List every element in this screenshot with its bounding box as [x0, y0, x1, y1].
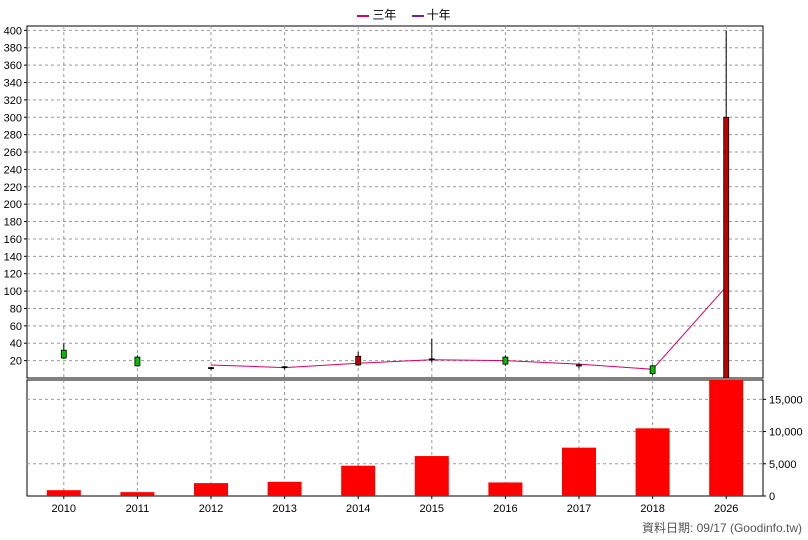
volume-bar	[414, 456, 449, 496]
legend-item-3y: 三年	[357, 6, 396, 23]
x-tick-label: 2018	[640, 503, 664, 515]
price-y-tick-label: 260	[4, 147, 22, 159]
candle-body	[723, 116, 730, 379]
candle-body	[355, 355, 362, 366]
candle-body	[428, 358, 435, 361]
x-tick-label: 2026	[714, 503, 738, 515]
price-y-tick-label: 340	[4, 77, 22, 89]
volume-bar	[267, 481, 302, 496]
price-y-tick-label: 120	[4, 269, 22, 281]
volume-y-tick-label: 5,000	[769, 459, 797, 471]
x-tick-label: 2017	[567, 503, 591, 515]
price-y-tick-label: 20	[10, 356, 22, 368]
volume-bar	[562, 447, 596, 496]
price-y-tick-label: 200	[4, 199, 22, 211]
price-y-tick-label: 40	[10, 338, 22, 350]
candle-body	[281, 366, 288, 369]
price-y-tick-label: 400	[4, 25, 22, 37]
volume-y-tick-label: 15,000	[769, 394, 803, 406]
ma-line-3y	[210, 286, 727, 370]
volume-plot-frame	[26, 379, 764, 497]
price-y-tick-label: 80	[10, 303, 22, 315]
candle-body	[60, 349, 67, 359]
price-y-tick-label: 180	[4, 217, 22, 229]
candle-body	[576, 364, 582, 367]
price-y-tick-label: 160	[4, 234, 22, 246]
legend-label-10y: 十年	[426, 8, 451, 22]
x-tick-label: 2016	[493, 503, 517, 515]
data-date-footer: 資料日期: 09/17 (Goodinfo.tw)	[641, 521, 802, 535]
price-y-tick-label: 320	[4, 95, 22, 107]
volume-bar	[341, 465, 376, 496]
volume-y-tick-label: 0	[769, 491, 775, 503]
x-tick-label: 2012	[199, 503, 223, 515]
x-tick-label: 2011	[126, 503, 150, 515]
candle-body	[649, 365, 656, 375]
volume-bar	[194, 483, 228, 496]
volume-bar	[709, 380, 744, 496]
x-tick-label: 2015	[420, 503, 444, 515]
x-tick-label: 2014	[346, 503, 370, 515]
x-tick-label: 2013	[272, 503, 296, 515]
legend-label-3y: 三年	[372, 8, 397, 22]
x-tick-label: 2010	[52, 503, 76, 515]
price-y-tick-label: 140	[4, 251, 22, 263]
candle-body	[502, 356, 509, 365]
legend-swatch-10y	[411, 14, 424, 17]
volume-bar	[488, 482, 523, 496]
volume-bar	[635, 428, 670, 496]
legend: 三年 十年	[0, 6, 808, 23]
volume-bar	[46, 490, 81, 496]
price-plot-frame	[26, 25, 764, 379]
price-y-tick-label: 100	[4, 286, 22, 298]
candle-body	[208, 367, 214, 369]
price-y-tick-label: 360	[4, 60, 22, 72]
price-y-tick-label: 240	[4, 164, 22, 176]
legend-swatch-3y	[357, 14, 370, 17]
candle-body	[134, 356, 141, 367]
price-y-tick-label: 300	[4, 112, 22, 124]
price-y-tick-label: 280	[4, 130, 22, 142]
legend-item-10y: 十年	[411, 6, 451, 23]
price-y-tick-label: 380	[4, 43, 22, 55]
price-y-tick-label: 220	[4, 182, 22, 194]
volume-bar	[120, 492, 155, 496]
price-y-tick-label: 60	[10, 321, 22, 333]
volume-y-tick-label: 10,000	[769, 427, 803, 439]
